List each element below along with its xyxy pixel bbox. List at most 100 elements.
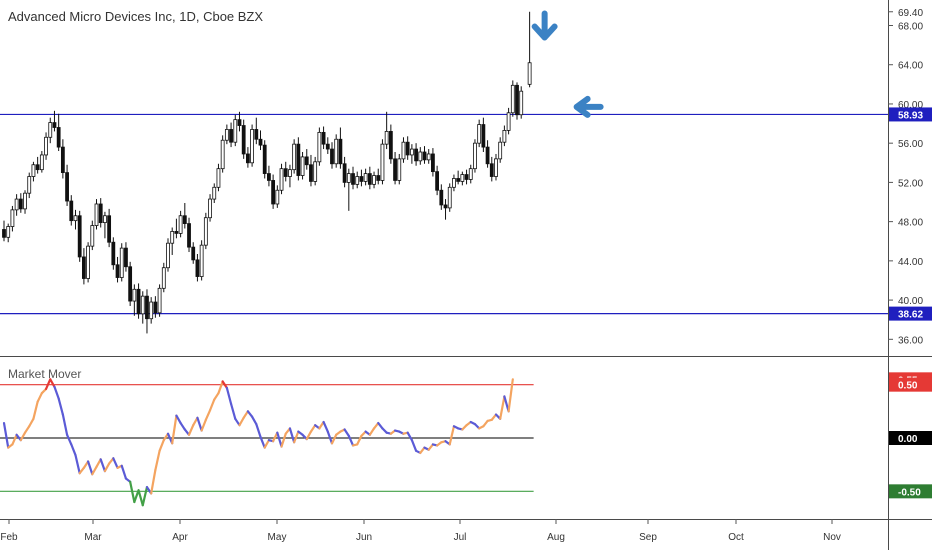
candle-body	[506, 112, 511, 131]
indicator-line-segment	[57, 397, 64, 416]
y-tick-label: 40.00	[898, 296, 923, 307]
candle-body	[220, 139, 225, 170]
indicator-line-segment	[225, 386, 233, 405]
indicator-line-segment	[490, 413, 498, 421]
indicator-line-segment	[213, 392, 220, 401]
candle-body	[60, 146, 65, 173]
candle-body	[439, 189, 444, 206]
candle-body	[48, 122, 53, 138]
indicator-line-segment	[179, 421, 186, 431]
indicator-line-segment	[32, 400, 39, 420]
candle-body	[233, 119, 238, 143]
indicator-line-segment	[507, 378, 514, 413]
indicator-line-segment	[305, 430, 313, 441]
indicator-line-segment	[150, 468, 157, 495]
indicator-line-segment	[74, 453, 81, 475]
indicator-line-segment	[330, 433, 338, 445]
candle-body	[384, 131, 389, 145]
indicator-value-badge	[889, 484, 932, 499]
candle-body	[94, 203, 99, 226]
candle-body	[447, 186, 452, 209]
candle-body	[182, 215, 187, 224]
indicator-line-segment	[234, 417, 241, 427]
indicator-line-segment	[280, 432, 287, 448]
indicator-line-segment	[129, 480, 136, 504]
candle-body	[229, 129, 233, 143]
y-tick-label: 48.00	[898, 218, 923, 229]
candle-body	[519, 90, 524, 116]
candle-body	[245, 153, 250, 164]
arrow-left-icon	[573, 95, 604, 118]
indicator-tick-label: 0.00	[898, 434, 918, 445]
indicator-line-segment	[499, 395, 506, 420]
indicator-line-segment	[255, 423, 262, 439]
candle-body	[69, 200, 74, 222]
candle-body	[288, 169, 292, 177]
y-tick-label: 52.00	[898, 178, 923, 189]
candle-body	[241, 125, 246, 155]
y-tick-label: 36.00	[898, 335, 923, 346]
indicator-value-badge	[889, 431, 932, 445]
indicator-line-segment	[158, 439, 165, 452]
candle-body	[452, 178, 456, 188]
indicator-line-segment	[171, 414, 178, 445]
indicator-line-segment	[200, 418, 207, 432]
candle-body	[65, 172, 69, 202]
indicator-line-segment	[322, 420, 329, 433]
candle-body	[178, 215, 183, 234]
indicator-line-segment	[343, 428, 350, 437]
indicator-line-segment	[204, 409, 212, 421]
candle-body	[283, 168, 288, 177]
candle-body	[414, 148, 418, 162]
candle-body	[136, 288, 141, 315]
candle-body	[275, 189, 280, 205]
candle-body	[111, 241, 116, 266]
candle-body	[456, 178, 461, 182]
indicator-line-segment	[103, 462, 111, 473]
x-tick-label: Jul	[454, 532, 467, 543]
candle-body	[510, 84, 515, 114]
x-tick-label: Jun	[356, 532, 372, 543]
candle-body	[380, 143, 385, 181]
indicator-line-segment	[309, 424, 317, 433]
candle-body	[149, 301, 154, 320]
candle-body	[35, 164, 40, 171]
x-tick-label: May	[268, 532, 287, 543]
candle-body	[527, 62, 532, 85]
candle-body	[262, 144, 267, 174]
candle-body	[224, 129, 229, 141]
y-tick-label: 60.00	[898, 100, 923, 111]
candle-body	[86, 245, 90, 279]
candle-body	[325, 143, 330, 150]
candle-body	[77, 215, 82, 258]
candle-body	[279, 168, 284, 191]
indicator-line-segment	[91, 465, 98, 476]
indicator-line-segment	[11, 433, 18, 446]
price-level-label: 38.62	[898, 310, 923, 321]
candle-body	[191, 246, 196, 261]
candle-body	[359, 176, 364, 182]
candle-body	[14, 198, 19, 211]
candle-body	[157, 287, 162, 314]
candle-body	[502, 130, 507, 143]
indicator-line-segment	[448, 425, 456, 446]
indicator-line-segment	[175, 414, 182, 425]
candle-body	[300, 156, 305, 176]
candle-body	[431, 153, 435, 173]
candle-body	[397, 158, 402, 181]
indicator-line-segment	[406, 431, 413, 442]
indicator-line-segment	[154, 449, 161, 472]
candle-body	[254, 129, 259, 140]
candle-body	[31, 164, 36, 177]
candle-body	[119, 247, 124, 278]
indicator-line-segment	[377, 421, 384, 430]
candle-body	[170, 231, 175, 244]
candle-body	[73, 215, 78, 222]
candle-body	[52, 122, 57, 128]
indicator-line-segment	[356, 434, 363, 446]
indicator-line-segment	[86, 460, 94, 476]
chart-title: Advanced Micro Devices Inc, 1D, Cboe BZX	[8, 9, 264, 24]
candle-body	[393, 158, 397, 181]
